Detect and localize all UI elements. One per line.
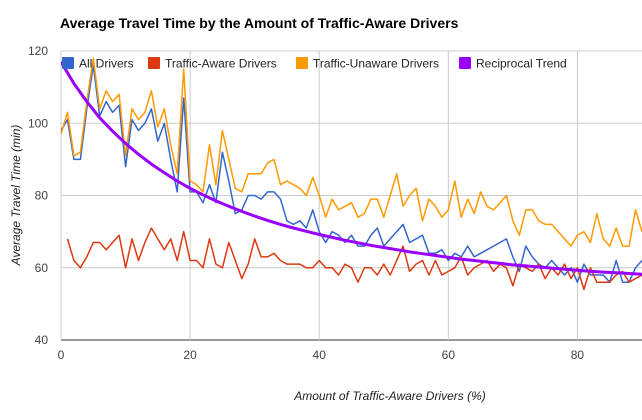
- series-line-reciprocal-trend: [61, 62, 642, 274]
- axis-ticks: 40 60 80 100 120 0 20 40 60 80: [28, 44, 584, 362]
- x-tick-label: 0: [58, 348, 65, 362]
- legend-swatch: [459, 57, 471, 69]
- x-tick-label: 20: [183, 348, 197, 362]
- series-line-all-drivers: [61, 65, 642, 282]
- y-tick-label: 60: [35, 261, 49, 275]
- legend-label: Reciprocal Trend: [476, 57, 567, 71]
- series-line-traffic-unaware-drivers: [61, 58, 642, 246]
- chart-title: Average Travel Time by the Amount of Tra…: [60, 15, 459, 31]
- legend-label: Traffic-Aware Drivers: [165, 57, 277, 71]
- x-axis-title: Amount of Traffic-Aware Drivers (%): [293, 389, 486, 403]
- y-axis-title: Average Travel Time (min): [9, 125, 23, 267]
- legend-swatch: [296, 57, 308, 69]
- legend: All Drivers Traffic-Aware Drivers Traffic-…: [62, 57, 567, 71]
- legend-label: Traffic-Unaware Drivers: [313, 57, 439, 71]
- x-tick-label: 40: [313, 348, 327, 362]
- y-tick-label: 40: [35, 333, 49, 347]
- y-tick-label: 80: [35, 189, 49, 203]
- y-tick-label: 100: [28, 116, 48, 130]
- y-tick-label: 120: [28, 44, 48, 58]
- legend-swatch: [148, 57, 160, 69]
- legend-swatch: [62, 57, 74, 69]
- gridlines: [61, 51, 642, 340]
- series-line-traffic-aware-drivers: [68, 228, 642, 289]
- series-lines: [61, 58, 642, 289]
- x-tick-label: 80: [571, 348, 585, 362]
- x-tick-label: 60: [442, 348, 456, 362]
- legend-label: All Drivers: [79, 57, 134, 71]
